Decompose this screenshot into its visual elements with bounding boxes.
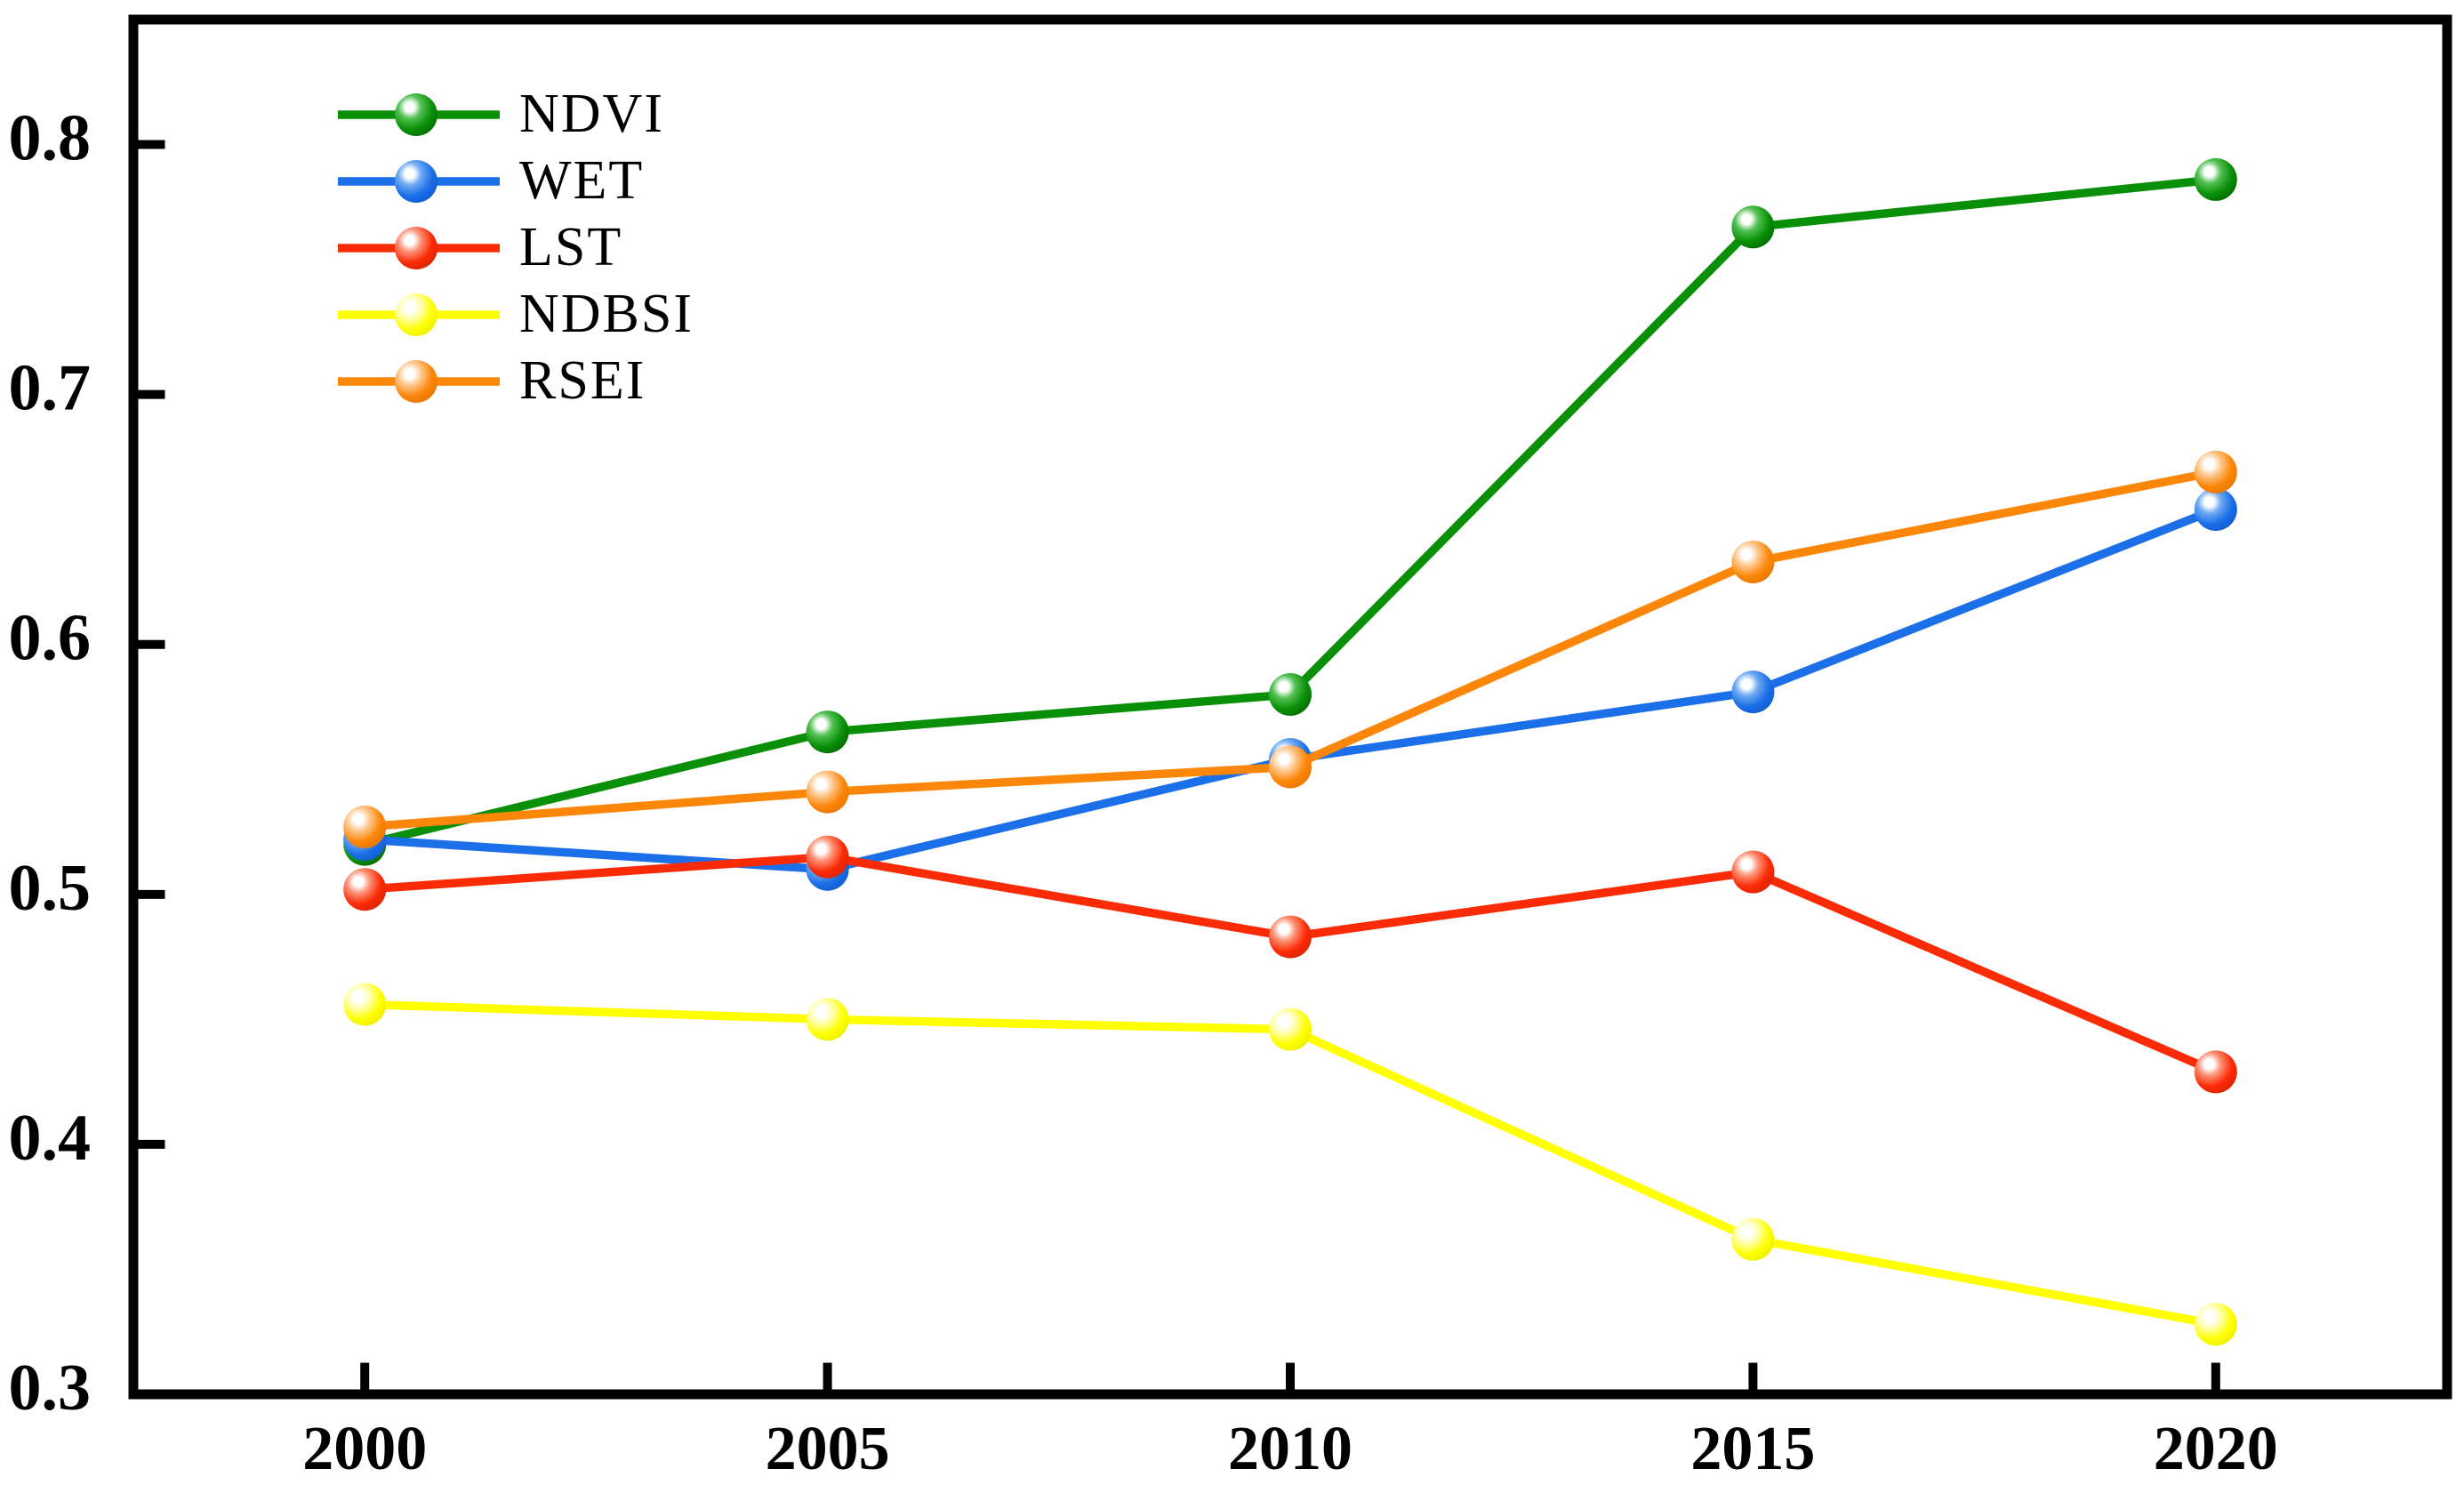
x-tick-label: 2020 (2154, 1415, 2278, 1483)
data-point-NDVI-2020 (2194, 157, 2237, 201)
data-point-RSEI-2000 (343, 805, 387, 848)
data-point-LST-2015 (1731, 850, 1775, 894)
legend-marker-RSEI (395, 360, 437, 403)
y-tick-label: 0.7 (9, 352, 92, 425)
data-point-LST-2000 (343, 868, 387, 911)
data-point-NDBSI-2010 (1269, 1007, 1312, 1051)
legend-label-NDVI: NDVI (519, 84, 664, 144)
y-tick-label: 0.6 (9, 602, 92, 675)
data-point-LST-2005 (806, 835, 849, 879)
data-point-WET-2020 (2194, 487, 2237, 531)
data-point-NDBSI-2015 (1731, 1217, 1775, 1261)
legend-marker-NDBSI (395, 293, 437, 336)
data-point-NDVI-2005 (806, 710, 849, 754)
legend-marker-LST (395, 227, 437, 269)
y-tick-label: 0.4 (9, 1102, 92, 1175)
legend-marker-NDVI (395, 93, 437, 136)
y-tick-label: 0.5 (9, 852, 92, 925)
x-tick-label: 2015 (1690, 1415, 1815, 1483)
series-line-NDBSI (360, 999, 2220, 1329)
legend-label-LST: LST (519, 217, 622, 277)
legend-label-WET: WET (519, 150, 644, 211)
data-point-RSEI-2005 (806, 770, 849, 814)
x-tick-label: 2005 (766, 1415, 890, 1483)
legend-label-RSEI: RSEI (519, 350, 646, 411)
data-point-NDBSI-2005 (806, 998, 849, 1041)
legend-label-NDBSI: NDBSI (519, 284, 694, 344)
data-point-RSEI-2020 (2194, 450, 2237, 494)
x-tick-label: 2010 (1228, 1415, 1352, 1483)
data-point-LST-2020 (2194, 1050, 2237, 1094)
y-tick-label: 0.3 (9, 1352, 92, 1425)
data-point-RSEI-2010 (1269, 745, 1312, 789)
data-point-RSEI-2015 (1731, 540, 1775, 583)
x-tick-label: 2000 (302, 1415, 427, 1483)
y-tick-label: 0.8 (9, 102, 92, 175)
data-point-WET-2015 (1731, 670, 1775, 714)
data-point-NDBSI-2000 (343, 983, 387, 1026)
data-point-NDVI-2010 (1269, 672, 1312, 716)
data-point-NDBSI-2020 (2194, 1303, 2237, 1346)
data-point-NDVI-2015 (1731, 205, 1775, 249)
data-point-LST-2010 (1269, 915, 1312, 959)
legend-marker-WET (395, 160, 437, 203)
